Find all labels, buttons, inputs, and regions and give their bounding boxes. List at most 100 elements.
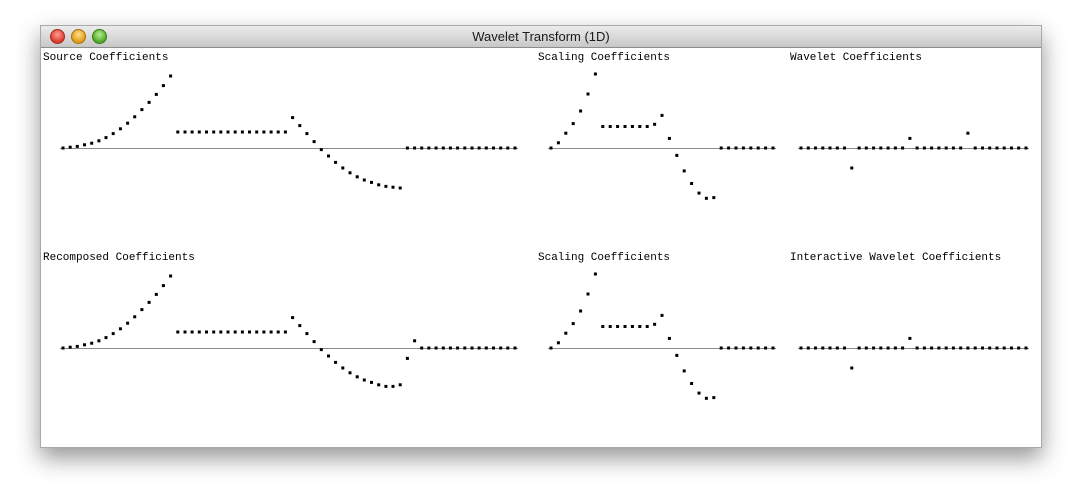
coefficient-point (513, 146, 517, 150)
coefficient-point[interactable] (879, 346, 883, 350)
coefficient-point (248, 130, 251, 134)
coefficient-point[interactable] (799, 346, 803, 350)
coefficient-point[interactable] (944, 346, 948, 350)
panel-label-scaling-top: Scaling Coefficients (538, 52, 671, 64)
coefficient-point[interactable] (922, 346, 926, 350)
coefficient-point (362, 178, 366, 182)
coefficient-point (212, 330, 216, 334)
coefficient-point (305, 332, 309, 336)
coefficient-point[interactable] (988, 346, 992, 350)
coefficient-point[interactable] (835, 346, 839, 350)
coefficient-point (305, 132, 309, 136)
coefficient-point[interactable] (821, 346, 825, 350)
coefficient-point (682, 369, 686, 373)
coefficient-point (764, 346, 768, 350)
coefficient-point[interactable] (966, 346, 970, 350)
coefficient-point (269, 330, 273, 334)
app-window: Wavelet Transform (1D) Source Coefficien… (40, 25, 1042, 448)
coefficient-point (667, 336, 671, 340)
coefficient-point (930, 146, 934, 150)
coefficient-point[interactable] (857, 346, 861, 350)
coefficient-point[interactable] (1002, 346, 1006, 350)
coefficient-point (850, 166, 854, 170)
coefficient-point (556, 141, 560, 145)
coefficient-point (298, 324, 302, 328)
coefficient-point[interactable] (959, 346, 963, 350)
coefficient-point[interactable] (814, 346, 817, 350)
coefficient-point (420, 346, 424, 350)
coefficient-point[interactable] (951, 346, 955, 350)
coefficient-point (608, 325, 612, 328)
coefficient-point (133, 115, 137, 119)
coefficient-point (593, 72, 597, 76)
close-button[interactable] (50, 29, 65, 44)
coefficient-point[interactable] (1017, 346, 1021, 350)
coefficient-point[interactable] (930, 346, 934, 350)
coefficient-point (484, 146, 488, 150)
coefficient-point (506, 346, 510, 350)
coefficient-point (448, 346, 452, 350)
coefficient-point (104, 136, 108, 140)
coefficient-point (579, 109, 583, 113)
coefficient-point[interactable] (981, 346, 984, 350)
coefficient-point (370, 380, 373, 384)
coefficient-point (579, 309, 583, 313)
coefficient-point (434, 346, 438, 350)
coefficient-point (764, 146, 768, 150)
coefficient-point[interactable] (1010, 346, 1013, 350)
zoom-button[interactable] (92, 29, 107, 44)
coefficient-point[interactable] (908, 336, 912, 340)
coefficient-point (864, 146, 868, 150)
coefficient-point (872, 146, 876, 150)
coefficient-point (492, 146, 495, 150)
minimize-button[interactable] (71, 29, 86, 44)
coefficient-point (83, 343, 86, 347)
coefficient-point[interactable] (901, 346, 905, 350)
coefficient-point (973, 146, 977, 150)
coefficient-point (630, 325, 634, 328)
coefficient-point[interactable] (828, 346, 832, 350)
title-bar[interactable]: Wavelet Transform (1D) (41, 26, 1041, 48)
coefficient-point (771, 146, 775, 150)
coefficient-point[interactable] (806, 346, 810, 350)
coefficient-point[interactable] (937, 346, 941, 350)
coefficient-point[interactable] (872, 346, 876, 350)
coefficient-point (240, 330, 244, 334)
coefficient-point (484, 346, 488, 350)
coefficient-point[interactable] (864, 346, 868, 350)
coefficient-point (183, 130, 187, 134)
coefficient-point (147, 300, 151, 304)
coefficient-point[interactable] (886, 346, 890, 350)
coefficient-point[interactable] (973, 346, 977, 350)
coefficient-point[interactable] (850, 366, 854, 370)
coefficient-point (638, 125, 642, 128)
coefficient-point (843, 146, 846, 150)
coefficient-point (477, 346, 481, 350)
coefficient-point (564, 131, 568, 135)
coefficient-point (319, 148, 323, 152)
coefficient-point (638, 325, 642, 328)
coefficient-point (771, 346, 775, 350)
coefficient-point (334, 360, 338, 364)
coefficient-point (126, 321, 130, 325)
coefficient-point (593, 272, 597, 276)
coefficient-point[interactable] (843, 346, 846, 350)
coefficient-point (1017, 146, 1021, 150)
coefficient-point (690, 382, 694, 385)
coefficient-point (405, 356, 409, 360)
coefficient-point (233, 330, 237, 334)
panel-label-recomposed: Recomposed Coefficients (43, 252, 195, 264)
coefficient-point (283, 330, 287, 334)
panel-label-scaling-bottom: Scaling Coefficients (538, 252, 671, 264)
coefficient-point (348, 371, 352, 375)
coefficient-point (190, 330, 194, 334)
coefficient-point (513, 346, 517, 350)
coefficient-point[interactable] (915, 346, 919, 350)
coefficient-point (616, 325, 620, 328)
coefficient-point (154, 292, 158, 296)
plot-canvas: Source Coefficients Scaling Coefficients… (41, 48, 1041, 447)
coefficient-point[interactable] (893, 346, 897, 350)
coefficient-point[interactable] (1024, 346, 1028, 350)
coefficient-point (951, 146, 955, 150)
coefficient-point[interactable] (995, 346, 999, 350)
